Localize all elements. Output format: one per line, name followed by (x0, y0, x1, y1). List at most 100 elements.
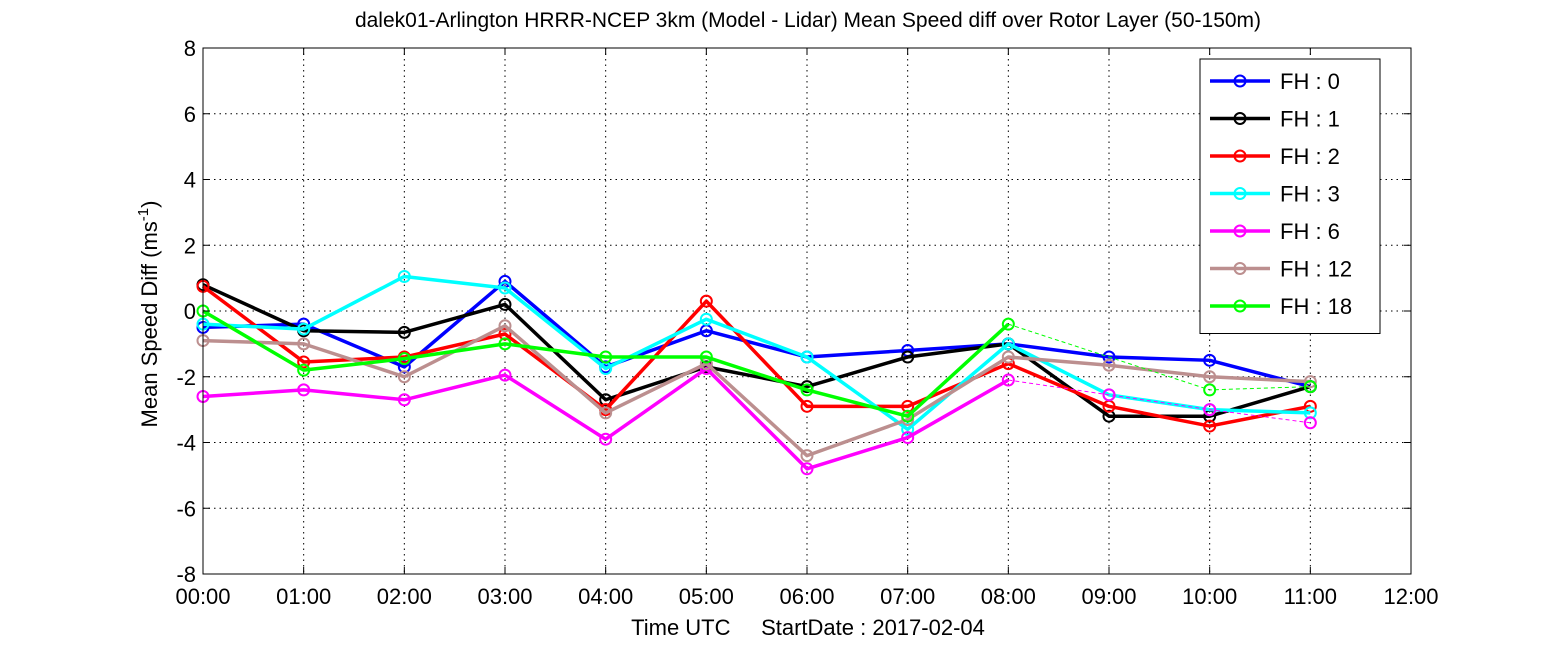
data-point (1303, 375, 1317, 389)
data-point (498, 281, 512, 295)
legend-swatch-marker (1233, 74, 1247, 88)
legend-swatch-marker (1233, 187, 1247, 200)
data-point (800, 383, 814, 397)
series-2 (196, 279, 1317, 433)
data-point (901, 431, 915, 445)
data-point (297, 337, 311, 351)
x-tick-label: 10:00 (1182, 584, 1237, 609)
legend-swatch-marker (1233, 149, 1247, 163)
y-axis-label-main: Mean Speed Diff (ms (137, 221, 162, 427)
legend-item: FH : 3 (1210, 182, 1340, 207)
data-point (1102, 388, 1116, 402)
data-point (800, 350, 814, 364)
legend-label: FH : 0 (1280, 69, 1340, 94)
y-tick-label: 0 (184, 299, 196, 324)
legend-label: FH : 12 (1280, 257, 1352, 282)
legend-swatch-marker (1233, 299, 1247, 313)
data-point (297, 322, 311, 336)
data-point (1001, 337, 1015, 351)
series-line (202, 274, 1311, 432)
data-point (1203, 370, 1217, 384)
data-point (397, 393, 411, 407)
series-line (202, 309, 1010, 418)
y-tick-label: 4 (184, 168, 196, 193)
x-tick-label: 06:00 (779, 584, 834, 609)
legend-label: FH : 1 (1280, 107, 1340, 132)
data-point (498, 327, 512, 341)
data-point (397, 370, 411, 384)
y-tick-label: 8 (184, 36, 196, 61)
data-point (297, 363, 311, 377)
data-point (599, 432, 613, 446)
x-tick-label: 05:00 (679, 584, 734, 609)
data-point (901, 350, 915, 364)
y-axis-label-tail: ) (137, 201, 162, 208)
data-point (1303, 406, 1317, 420)
data-point (1203, 419, 1217, 433)
series-group (196, 269, 1317, 476)
legend-item: FH : 18 (1210, 294, 1352, 319)
data-point (498, 297, 512, 311)
x-tick-label: 00:00 (175, 584, 230, 609)
data-point (397, 325, 411, 339)
y-tick-label: 2 (184, 233, 196, 258)
series-line-dashed (1008, 379, 1311, 424)
data-point (297, 383, 311, 397)
x-tick-label: 01:00 (276, 584, 331, 609)
data-point (1203, 403, 1217, 417)
legend-item: FH : 6 (1210, 219, 1340, 244)
data-point (1303, 416, 1317, 430)
data-point (599, 393, 613, 407)
legend-label: FH : 6 (1280, 219, 1340, 244)
x-axis-label: Time UTC StartDate : 2017-02-04 (631, 615, 985, 640)
data-point (297, 355, 311, 369)
legend-item: FH : 2 (1210, 144, 1340, 169)
y-axis-label: Mean Speed Diff (ms-1) (135, 201, 162, 428)
series-line (202, 283, 1311, 418)
y-tick-label: -4 (176, 431, 196, 456)
data-point (599, 350, 613, 364)
data-point (1303, 380, 1317, 394)
data-point (800, 449, 814, 463)
chart-title: dalek01-Arlington HRRR-NCEP 3km (Model -… (355, 9, 1261, 32)
data-point (800, 399, 814, 413)
legend-swatch-marker (1233, 112, 1247, 125)
data-point (699, 312, 713, 326)
axis-ticks: 00:00 01:00 02:00 03:00 04:00 05:00 06:00 07:00… (175, 36, 1438, 609)
data-point (1001, 373, 1015, 387)
data-point (498, 337, 512, 351)
legend-label: FH : 18 (1280, 294, 1352, 319)
data-point (397, 360, 411, 374)
legend-swatch-marker (1233, 224, 1247, 238)
data-point (1102, 409, 1116, 423)
data-point (1001, 350, 1015, 364)
x-tick-label: 04:00 (578, 584, 633, 609)
data-point (599, 406, 613, 420)
data-point (699, 350, 713, 364)
data-point (1102, 350, 1116, 364)
data-point (901, 422, 915, 436)
x-tick-label: 02:00 (377, 584, 432, 609)
data-point (1203, 383, 1217, 397)
y-tick-label: -8 (176, 562, 196, 587)
series-line (202, 366, 1010, 471)
data-point (498, 368, 512, 382)
series-5 (196, 319, 1317, 463)
series-line-dashed (1008, 323, 1311, 391)
data-point (699, 294, 713, 308)
x-tick-label: 03:00 (477, 584, 532, 609)
legend-label: FH : 3 (1280, 182, 1340, 207)
legend-item: FH : 12 (1210, 257, 1352, 282)
data-point (1203, 353, 1217, 367)
legend-item: FH : 0 (1210, 69, 1340, 94)
legend-box (1199, 58, 1381, 334)
x-tick-label: 09:00 (1081, 584, 1136, 609)
x-tick-label: 12:00 (1383, 584, 1438, 609)
series-6 (196, 304, 1317, 423)
legend-item: FH : 1 (1210, 107, 1340, 132)
y-axis-label-superscript: -1 (135, 208, 152, 221)
data-point (498, 319, 512, 333)
legend-swatch-marker (1233, 262, 1247, 275)
x-tick-label: 08:00 (981, 584, 1036, 609)
